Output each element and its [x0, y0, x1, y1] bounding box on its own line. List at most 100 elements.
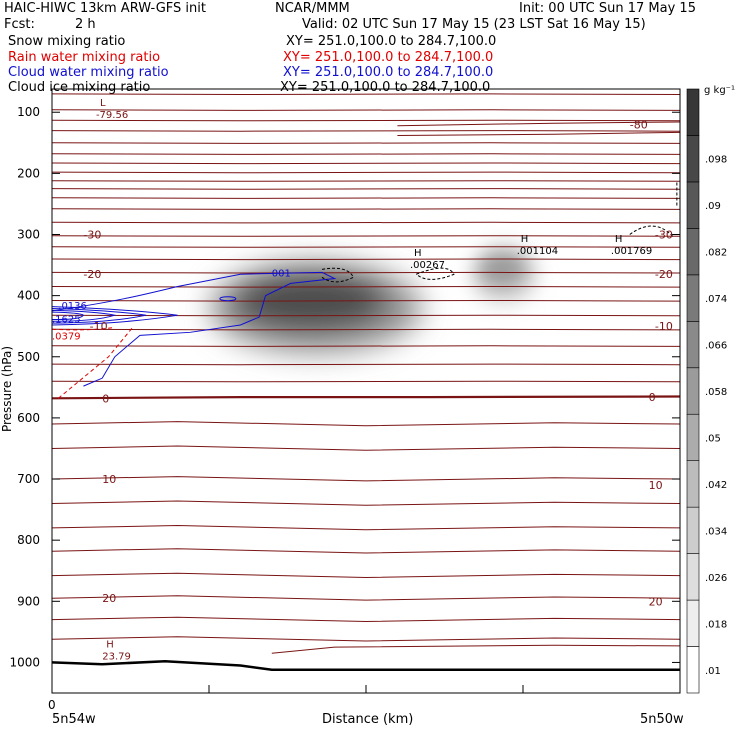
colorbar-level-label: .018: [705, 619, 727, 630]
cloud-water-contour: [51, 271, 337, 387]
y-tick-label: 300: [17, 227, 40, 241]
colorbar-level-label: .098: [705, 155, 727, 166]
extremum-value: -79.56: [96, 110, 128, 121]
colorbar-level-label: .01: [705, 666, 721, 677]
rain-water-label: .0379: [52, 331, 81, 342]
temperature-contour: [51, 235, 681, 237]
cloud-water-contour: [219, 296, 237, 302]
temperature-contour: [51, 285, 681, 288]
colorbar-bin: [686, 228, 700, 276]
extremum-letter: H: [106, 639, 114, 650]
colorbar-level-label: .026: [705, 573, 727, 584]
snow-blob-core: [477, 250, 528, 289]
temperature-contour: [51, 197, 681, 199]
extremum-value: .001769: [611, 246, 652, 257]
cloud-water-label: .1625: [52, 314, 81, 325]
plot-frame: [51, 88, 681, 694]
colorbar-bin: [686, 506, 700, 554]
init-time: Init: 00 UTC Sun 17 May 15: [519, 1, 696, 16]
colorbar-bin: [686, 413, 700, 461]
temperature-contour-label: -20: [83, 268, 101, 281]
colorbar-level-label: .082: [705, 248, 727, 259]
terrain-line: [51, 659, 680, 672]
cloud-water-contour: [51, 311, 85, 321]
temperature-contour: [51, 162, 681, 165]
x-right-endpoint: 5n50w: [640, 712, 684, 727]
cloud-water-label: 001: [272, 268, 291, 279]
y-tick-label: 100: [17, 105, 40, 119]
temperature-contour: [51, 476, 681, 482]
temperature-contour: [51, 345, 681, 347]
temperature-contour: [51, 119, 681, 122]
temperature-contour-label: 20: [102, 592, 116, 605]
temperature-contour: [51, 328, 681, 331]
cloud-ice-contour: [629, 225, 675, 238]
temperature-contour-label: -30: [655, 228, 673, 241]
colorbar-level-label: .05: [705, 433, 721, 444]
temperature-contour: [51, 445, 681, 451]
y-axis-label: Pressure (hPa): [0, 345, 15, 433]
temperature-contour: [51, 188, 681, 190]
temperature-contour-label: -80: [630, 118, 648, 131]
temperature-contour: [51, 221, 681, 224]
source-label: NCAR/MMM: [275, 1, 350, 16]
colorbar-bin: [686, 599, 700, 647]
colorbar-level-label: .09: [705, 201, 721, 212]
temperature-contour: [51, 180, 681, 182]
valid-time: Valid: 02 UTC Sun 17 May 15 (23 LST Sat …: [302, 17, 646, 32]
colorbar-bin: [686, 274, 700, 322]
temperature-contour: [51, 109, 681, 111]
colorbar-bin: [686, 367, 700, 415]
temperature-contour: [51, 153, 681, 155]
field-xy-cloud-ice: XY= 251.0,100.0 to 284.7,100.0: [280, 80, 491, 95]
x-axis-label: Distance (km): [322, 712, 414, 727]
temperature-contour-label: -10: [90, 320, 108, 333]
y-tick-label: 400: [17, 289, 40, 303]
temperature-contour-label: 20: [649, 595, 663, 608]
colorbar-bin: [686, 460, 700, 508]
extremum-letter: L: [100, 98, 106, 109]
temperature-contour: [51, 636, 681, 642]
zero-isotherm: [51, 395, 681, 400]
temperature-contour: [51, 616, 681, 623]
extremum-value: .00267: [410, 260, 445, 271]
temperature-contour-label: 10: [102, 473, 116, 486]
temperature-contour: [51, 572, 681, 579]
temperature-contour-label: -10: [655, 320, 673, 333]
colorbar-level-label: .034: [705, 526, 727, 537]
temperature-contour: [51, 421, 681, 427]
field-xy-rain: XY= 251.0,100.0 to 284.7,100.0: [283, 50, 494, 65]
temperature-contour: [51, 258, 681, 261]
colorbar-bin: [686, 88, 700, 136]
cloud-water-contour: [51, 307, 147, 324]
cloud-ice-contour: [321, 267, 355, 283]
y-tick-label: 800: [17, 533, 40, 547]
extremum-letter: H: [414, 248, 422, 259]
field-name-rain: Rain water mixing ratio: [8, 50, 161, 65]
colorbar-bin: [686, 553, 700, 601]
temperature-contour: [51, 208, 681, 210]
y-tick-label: 600: [17, 411, 40, 425]
colorbar-level-label: .066: [705, 341, 727, 352]
colorbar-level-label: .042: [705, 480, 727, 491]
temperature-contour-label: 0: [102, 392, 109, 405]
x-left-endpoint: 5n54w: [52, 712, 96, 727]
field-name-snow: Snow mixing ratio: [8, 34, 126, 49]
temperature-contour: [271, 644, 681, 654]
colorbar-bin: [686, 321, 700, 369]
y-tick-label: 200: [17, 166, 40, 180]
cloud-water-contour: [51, 309, 117, 322]
temperature-contour: [51, 299, 681, 302]
colorbar-bin: [686, 135, 700, 183]
rain-water-contour: [57, 325, 135, 399]
temperature-contour: [51, 130, 681, 132]
temperature-contour: [51, 548, 681, 554]
field-name-cloud-water: Cloud water mixing ratio: [8, 65, 169, 80]
temperature-contour: [397, 121, 681, 127]
chart-title: HAIC-HIWC 13km ARW-GFS init: [4, 1, 206, 16]
field-xy-cloud-water: XY= 251.0,100.0 to 284.7,100.0: [283, 65, 494, 80]
colorbar-bin: [686, 646, 700, 694]
fcst-label: Fcst:: [4, 17, 35, 32]
temperature-contour: [51, 380, 681, 383]
